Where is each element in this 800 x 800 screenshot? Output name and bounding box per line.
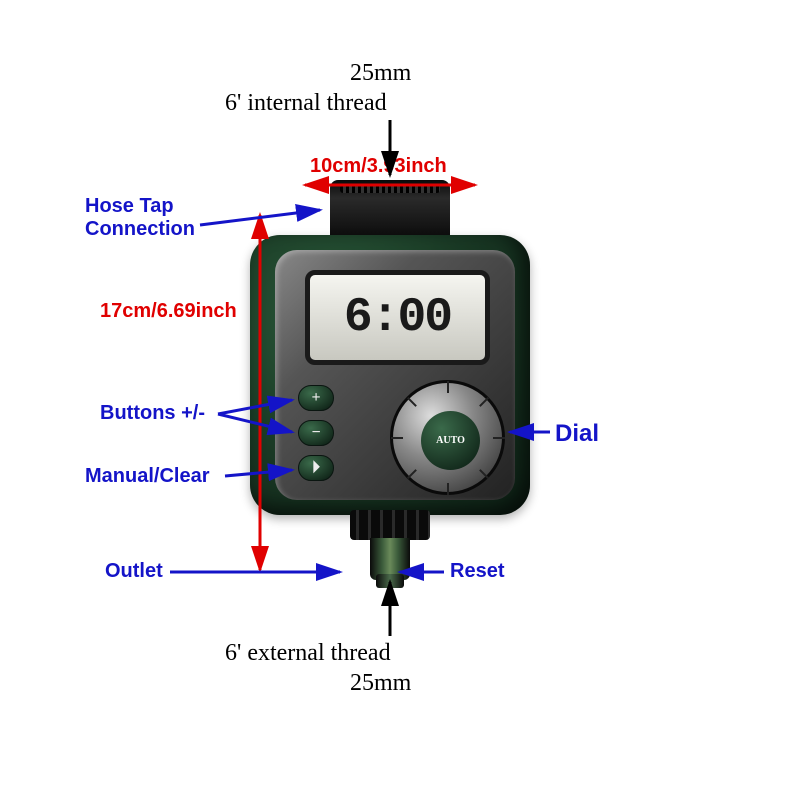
outlet-nut (350, 510, 430, 540)
hose-connector-bottom (350, 510, 430, 580)
outlet-spout (370, 538, 410, 580)
height-dimension-label: 17cm/6.69inch (100, 300, 237, 323)
hose-connector-top (330, 180, 450, 240)
width-dimension-label: 10cm/3.93inch (310, 155, 447, 178)
bottom-size-label: 25mm (350, 670, 411, 697)
lcd-display: 6:00 (305, 270, 490, 365)
minus-button[interactable]: − (298, 420, 334, 446)
buttons-label: Buttons +/- (100, 402, 205, 425)
bottom-thread-label: 6' external thread (225, 640, 391, 667)
plus-button[interactable]: + (298, 385, 334, 411)
outlet-label: Outlet (105, 560, 163, 583)
reset-label: Reset (450, 560, 504, 583)
dial-label: Dial (555, 420, 599, 448)
manual-clear-label: Manual/Clear (85, 465, 209, 488)
dial-center-label: AUTO (421, 411, 480, 470)
hose-tap-label: Hose Tap Connection (85, 195, 195, 241)
mode-dial[interactable]: AUTO (390, 380, 505, 495)
top-size-label: 25mm (350, 60, 411, 87)
timer-device: 6:00 + − ⏵ AUTO (250, 180, 530, 560)
top-thread-label: 6' internal thread (225, 90, 387, 117)
manual-button[interactable]: ⏵ (298, 455, 334, 481)
